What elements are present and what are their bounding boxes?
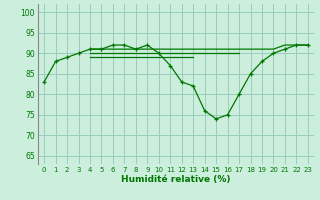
- X-axis label: Humidité relative (%): Humidité relative (%): [121, 175, 231, 184]
